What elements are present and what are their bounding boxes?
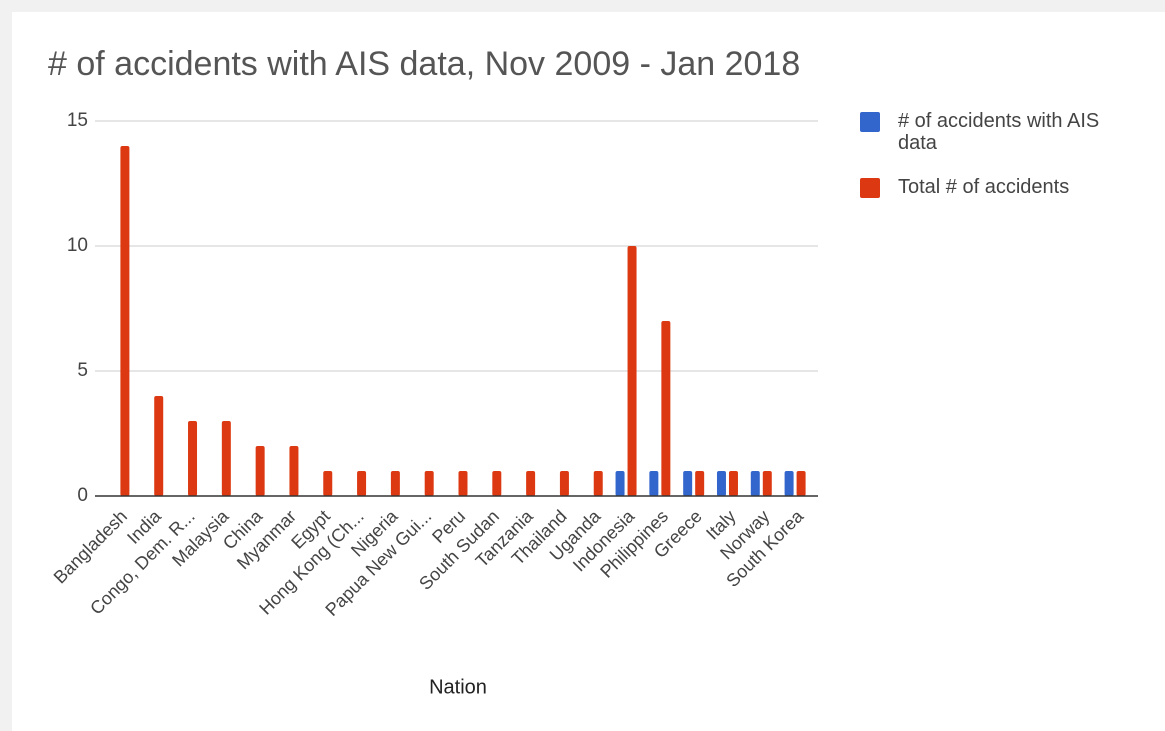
bar: [615, 471, 625, 496]
bar: [661, 321, 671, 496]
bar: [255, 446, 265, 496]
x-axis-title: Nation: [429, 676, 487, 698]
bar: [188, 421, 198, 496]
bar: [120, 146, 130, 496]
y-tick-label: 10: [67, 235, 88, 256]
legend-swatch: [860, 178, 880, 198]
bar: [289, 446, 299, 496]
legend-label-line: Total # of accidents: [898, 176, 1069, 198]
bar: [559, 471, 569, 496]
legend-label-line: data: [898, 132, 938, 154]
bar: [695, 471, 705, 496]
bar: [762, 471, 772, 496]
legend-label-line: # of accidents with AIS: [898, 110, 1099, 132]
bar: [424, 471, 434, 496]
bar: [357, 471, 367, 496]
bar: [784, 471, 794, 496]
bar: [683, 471, 693, 496]
bar: [221, 421, 231, 496]
y-tick-label: 5: [77, 360, 88, 381]
bar: [796, 471, 806, 496]
bar: [627, 246, 637, 496]
bar: [154, 396, 164, 496]
bar: [390, 471, 400, 496]
legend-label: # of accidents with AIS data: [898, 110, 1099, 154]
y-tick-label: 15: [67, 110, 88, 131]
bar: [649, 471, 659, 496]
bar: [458, 471, 468, 496]
bar: [593, 471, 603, 496]
bar: [323, 471, 333, 496]
chart-title: # of accidents with AIS data, Nov 2009 -…: [48, 45, 800, 83]
bar: [728, 471, 738, 496]
bar: [526, 471, 536, 496]
bar: [716, 471, 726, 496]
legend-swatch: [860, 112, 880, 132]
y-tick-label: 0: [77, 485, 88, 506]
legend-label: Total # of accidents: [898, 176, 1069, 198]
bar: [750, 471, 760, 496]
bar: [492, 471, 502, 496]
